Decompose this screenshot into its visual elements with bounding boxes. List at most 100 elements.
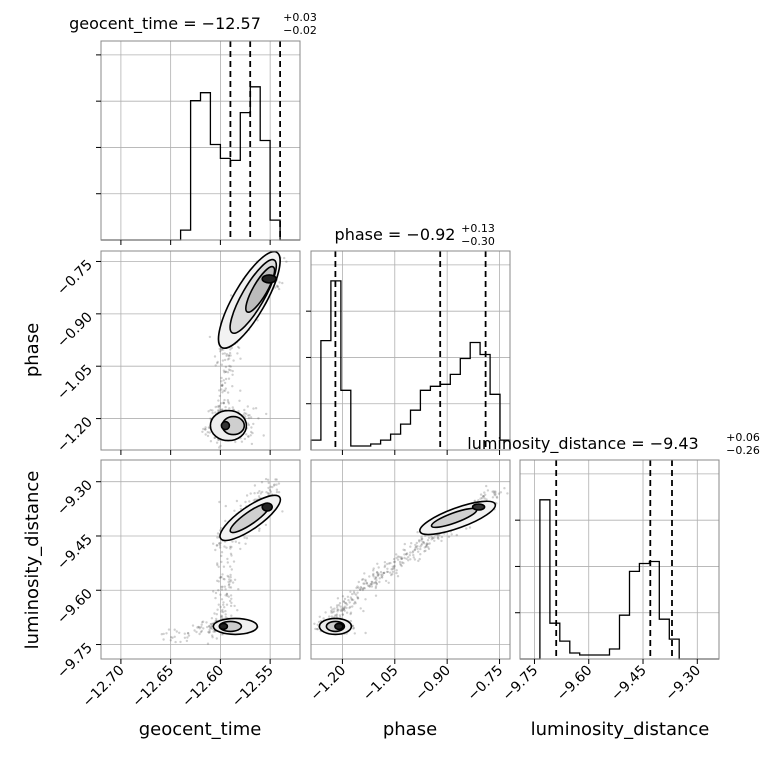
x-axis-label: phase	[383, 719, 437, 740]
sample-point	[390, 573, 393, 577]
sample-point	[330, 609, 333, 613]
sample-point	[415, 541, 418, 545]
sample-point	[423, 546, 426, 549]
sample-point	[350, 598, 353, 602]
sample-point	[179, 640, 182, 644]
sample-point	[345, 606, 348, 610]
sample-point	[213, 630, 217, 633]
sample-point	[222, 401, 226, 405]
sample-point	[197, 626, 201, 629]
sample-point	[228, 364, 231, 368]
sample-point	[366, 584, 370, 587]
sample-point	[393, 564, 396, 568]
sample-point	[252, 422, 255, 426]
sample-point	[416, 547, 419, 550]
sample-point	[224, 588, 227, 591]
sample-point	[389, 571, 392, 574]
sample-point	[343, 597, 347, 601]
sample-point	[331, 608, 334, 611]
sample-point	[187, 634, 191, 637]
sample-point	[419, 547, 422, 551]
sample-point	[363, 587, 366, 590]
density-contour	[261, 502, 274, 512]
sample-point	[343, 609, 346, 612]
sample-point	[217, 409, 220, 413]
sample-point	[231, 406, 234, 409]
sample-point	[249, 416, 253, 419]
sample-point	[362, 578, 365, 581]
sample-point	[436, 536, 440, 539]
sample-point	[349, 611, 353, 614]
sample-point	[245, 494, 249, 497]
sample-point	[275, 488, 279, 491]
sample-point	[232, 560, 236, 563]
sample-point	[210, 625, 213, 628]
sample-point	[275, 483, 278, 486]
sample-point	[396, 558, 400, 561]
sample-point	[224, 405, 227, 409]
sample-point	[271, 485, 274, 489]
sample-point	[285, 260, 288, 263]
panel-frame	[100, 250, 301, 451]
sample-point	[485, 498, 488, 501]
sample-point	[257, 495, 261, 498]
sample-point	[386, 567, 389, 570]
sample-point	[220, 598, 224, 601]
sample-point	[247, 414, 250, 417]
sample-point	[221, 573, 224, 576]
sample-point	[342, 606, 345, 609]
title-main: phase = −0.92	[335, 225, 456, 244]
sample-point	[424, 545, 428, 548]
sample-point	[405, 552, 408, 556]
sample-point	[351, 605, 354, 608]
sample-point	[228, 407, 231, 410]
sample-point	[352, 626, 355, 630]
sample-point	[170, 636, 173, 639]
sample-point	[419, 553, 422, 556]
sample-point	[262, 434, 265, 437]
sample-point	[230, 346, 233, 350]
sample-point	[356, 591, 359, 594]
sample-point	[233, 509, 236, 512]
sample-point	[395, 556, 398, 560]
sample-point	[328, 615, 331, 618]
density-contour	[220, 420, 231, 431]
sample-point	[506, 492, 509, 495]
sample-point	[401, 561, 404, 564]
sample-point	[385, 570, 389, 573]
sample-point	[409, 551, 412, 554]
sample-point	[450, 533, 453, 536]
sample-point	[214, 596, 217, 600]
sample-point	[220, 527, 223, 530]
sample-point	[200, 625, 203, 629]
sample-point	[223, 545, 226, 548]
sample-point	[205, 621, 208, 624]
sample-point	[266, 478, 270, 481]
sample-point	[222, 379, 225, 382]
sample-point	[416, 531, 419, 534]
sample-point	[236, 352, 239, 355]
sample-point	[178, 631, 181, 634]
sample-point	[224, 387, 227, 390]
sample-point	[218, 389, 221, 392]
sample-point	[393, 560, 397, 563]
sample-point	[360, 587, 363, 590]
sample-point	[340, 607, 343, 610]
sample-point	[370, 582, 373, 586]
sample-point	[383, 565, 386, 569]
sample-point	[363, 582, 366, 585]
sample-point	[212, 542, 215, 545]
sample-point	[220, 616, 223, 619]
sample-point	[222, 603, 225, 606]
sample-point	[236, 345, 240, 349]
sample-point	[491, 496, 495, 499]
sample-point	[211, 636, 214, 639]
sample-point	[395, 569, 398, 572]
sample-point	[202, 427, 205, 431]
sample-point	[479, 497, 482, 500]
sample-point	[400, 556, 403, 559]
sample-point	[428, 542, 431, 545]
sample-point	[371, 580, 374, 584]
sample-point	[346, 595, 350, 598]
sample-point	[368, 575, 371, 578]
